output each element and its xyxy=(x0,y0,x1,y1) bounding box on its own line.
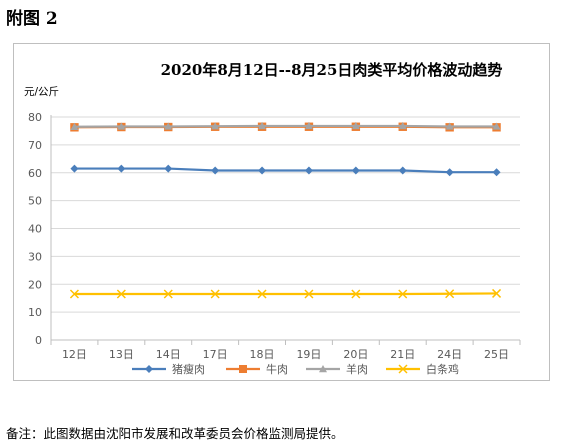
data-point xyxy=(211,166,220,175)
legend-marker xyxy=(239,365,247,373)
data-point xyxy=(117,164,126,173)
y-tick-label: 80 xyxy=(28,111,42,124)
data-point xyxy=(211,122,220,130)
data-point xyxy=(398,166,407,175)
legend-marker xyxy=(319,365,327,373)
data-point xyxy=(304,121,313,130)
data-point xyxy=(257,289,267,299)
figure-label: 附图 2 xyxy=(6,9,58,29)
data-point xyxy=(164,122,173,130)
data-point xyxy=(70,164,79,173)
chart-title: 2020年8月12日--8月25日肉类平均价格波动趋势 xyxy=(161,61,503,79)
x-tick-label: 18日 xyxy=(250,348,275,361)
data-point xyxy=(445,122,454,130)
data-point xyxy=(351,289,361,299)
data-point xyxy=(70,122,79,130)
data-point xyxy=(351,166,360,175)
data-point xyxy=(351,121,360,130)
x-tick-label: 24日 xyxy=(437,348,462,361)
data-point xyxy=(304,289,314,299)
x-tick-label: 25日 xyxy=(484,348,509,361)
x-tick-label: 20日 xyxy=(343,348,368,361)
y-axis-label: 元/公斤 xyxy=(24,86,59,98)
chart-frame: 2020年8月12日--8月25日肉类平均价格波动趋势元/公斤 0 10 20 30 40… xyxy=(13,43,550,381)
series-line-0 xyxy=(74,167,497,174)
data-point xyxy=(163,289,173,299)
data-point xyxy=(117,122,126,130)
data-point xyxy=(492,168,501,177)
y-tick-label: 70 xyxy=(28,139,42,152)
legend-label: 猪瘦肉 xyxy=(172,362,205,376)
y-tick-label: 30 xyxy=(28,250,42,263)
data-point xyxy=(164,164,173,173)
y-tick-label: 50 xyxy=(28,195,42,208)
legend-label: 牛肉 xyxy=(266,362,288,376)
legend-marker xyxy=(145,365,153,373)
legend-marker xyxy=(398,364,408,374)
data-point xyxy=(304,166,313,175)
data-point xyxy=(492,288,502,298)
y-tick-label: 40 xyxy=(28,223,42,236)
series-line-3 xyxy=(74,292,497,296)
y-tick-label: 60 xyxy=(28,167,42,180)
legend-label: 羊肉 xyxy=(346,362,368,376)
data-point xyxy=(398,121,407,130)
x-tick-label: 12日 xyxy=(62,348,87,361)
data-point xyxy=(69,289,79,299)
data-point xyxy=(445,168,454,177)
y-tick-label: 0 xyxy=(35,334,42,347)
x-tick-label: 19日 xyxy=(296,348,321,361)
data-point xyxy=(116,289,126,299)
x-tick-label: 13日 xyxy=(109,348,134,361)
data-point xyxy=(492,122,501,130)
legend-label: 白条鸡 xyxy=(426,362,459,376)
footnote: 备注：此图数据由沈阳市发展和改革委员会价格监测局提供。 xyxy=(6,426,344,441)
x-tick-label: 17日 xyxy=(203,348,228,361)
x-tick-label: 21日 xyxy=(390,348,415,361)
series-line-2 xyxy=(74,124,497,128)
data-point xyxy=(210,289,220,299)
data-point xyxy=(258,121,267,130)
data-point xyxy=(398,289,408,299)
data-point xyxy=(445,289,455,299)
y-tick-label: 10 xyxy=(28,306,42,319)
x-tick-label: 14日 xyxy=(156,348,181,361)
y-tick-label: 20 xyxy=(28,278,42,291)
data-point xyxy=(258,166,267,175)
